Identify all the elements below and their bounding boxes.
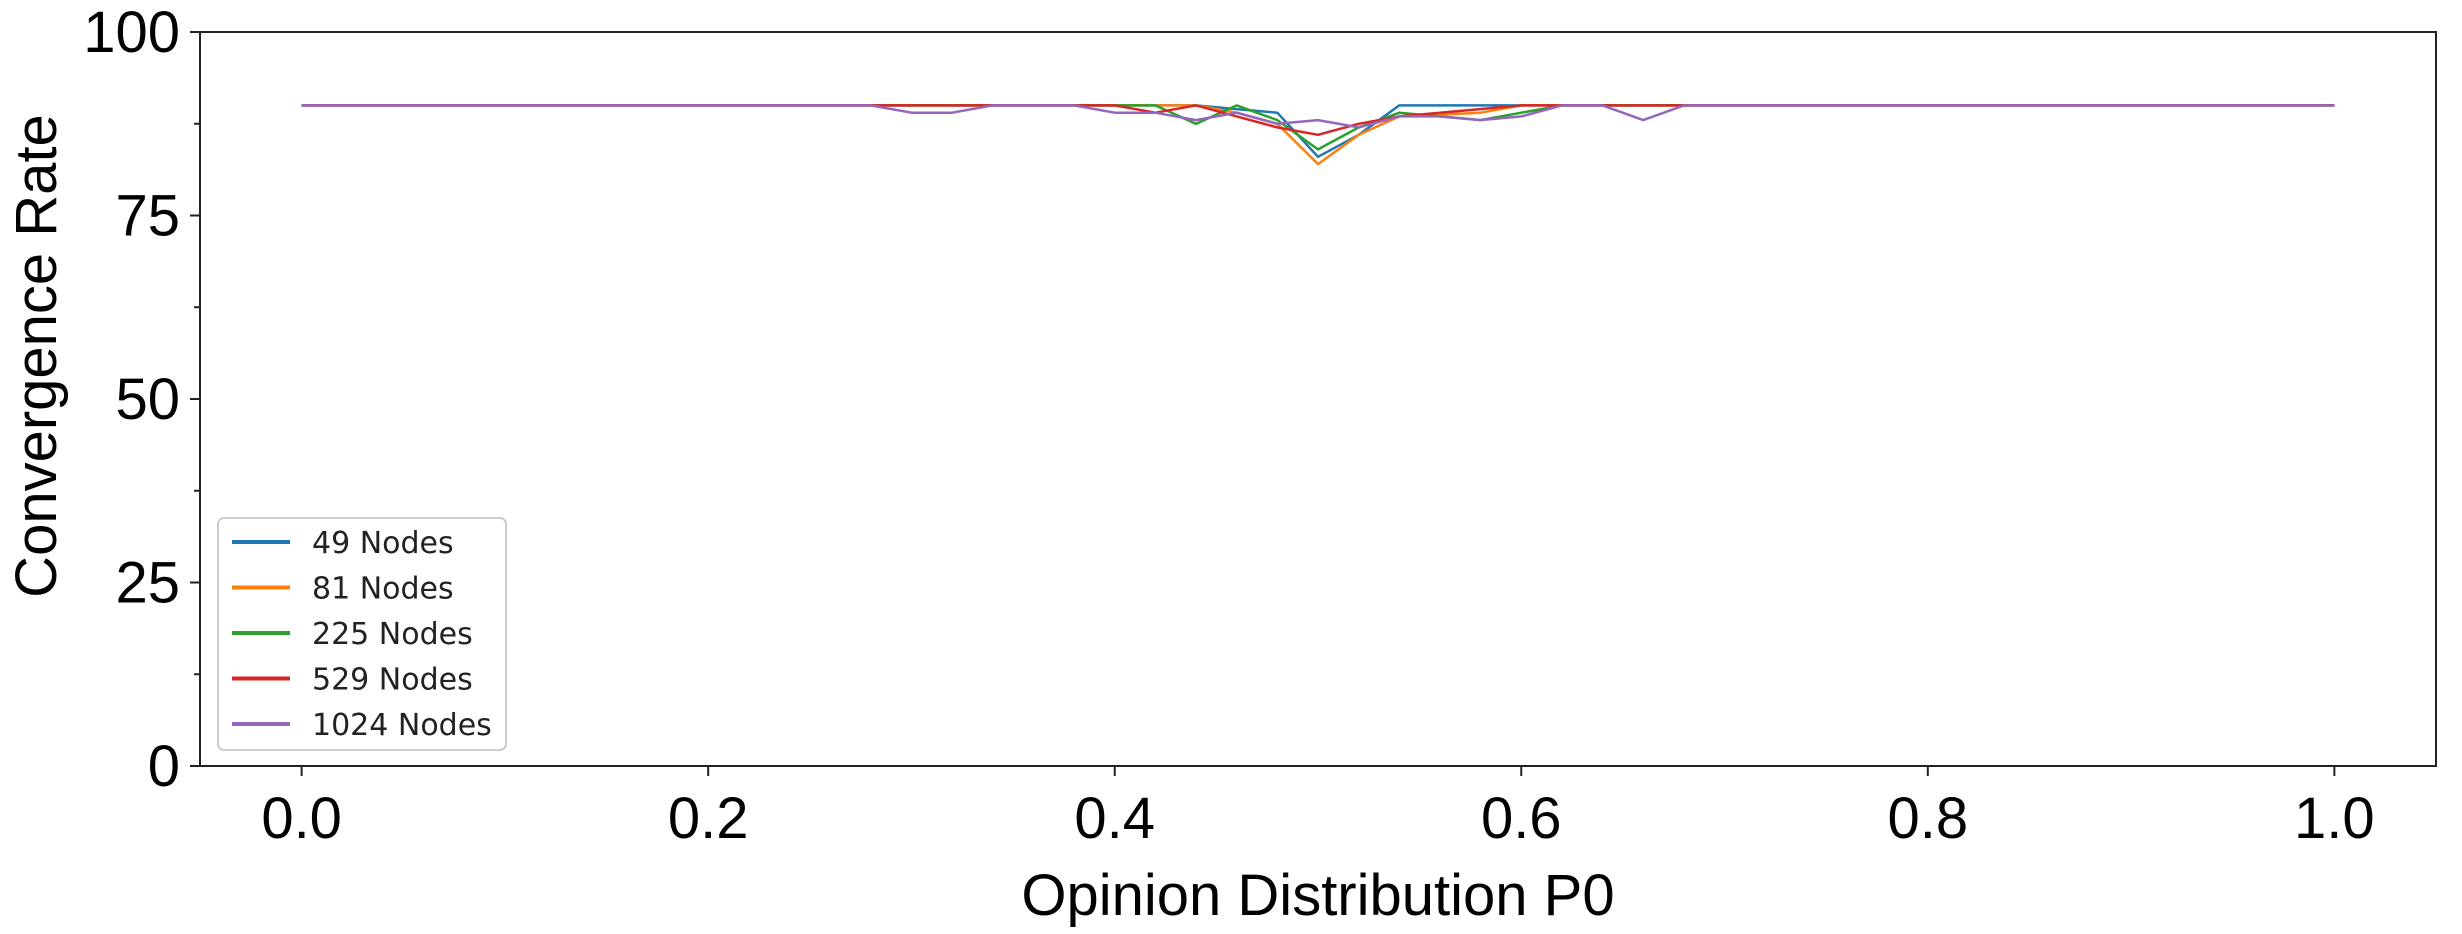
legend-label: 529 Nodes — [312, 663, 473, 698]
legend-label: 81 Nodes — [312, 572, 454, 607]
y-tick-label: 75 — [115, 184, 180, 249]
legend-label: 49 Nodes — [312, 526, 454, 561]
legend-label: 225 Nodes — [312, 617, 473, 652]
series-line-1024-nodes — [301, 104, 2335, 129]
y-axis-ticks: 0 25 50 75 100 — [83, 0, 200, 799]
legend: 49 Nodes 81 Nodes 225 Nodes 529 Nodes 1024 N… — [217, 517, 507, 751]
x-tick-label: 0.0 — [261, 786, 342, 851]
y-tick-label: 50 — [115, 367, 180, 432]
series-lines — [301, 104, 2335, 166]
y-tick-label: 100 — [83, 0, 180, 65]
x-tick-label: 0.8 — [1887, 786, 1968, 851]
x-tick-label: 1.0 — [2294, 786, 2375, 851]
y-tick-label: 0 — [148, 734, 180, 799]
x-tick-label: 0.2 — [668, 786, 749, 851]
series-line-81-nodes — [301, 104, 2335, 166]
plot-area — [199, 31, 2437, 767]
legend-frame — [217, 517, 507, 751]
x-axis-title: Opinion Distribution P0 — [1021, 863, 1614, 928]
y-axis-title: Convergence Rate — [4, 114, 69, 598]
x-axis-ticks: 0.0 0.2 0.4 0.6 0.8 1.0 — [261, 766, 2375, 851]
x-tick-label: 0.4 — [1074, 786, 1155, 851]
x-tick-label: 0.6 — [1481, 786, 1562, 851]
y-tick-label: 25 — [115, 551, 180, 616]
legend-label: 1024 Nodes — [312, 708, 492, 743]
